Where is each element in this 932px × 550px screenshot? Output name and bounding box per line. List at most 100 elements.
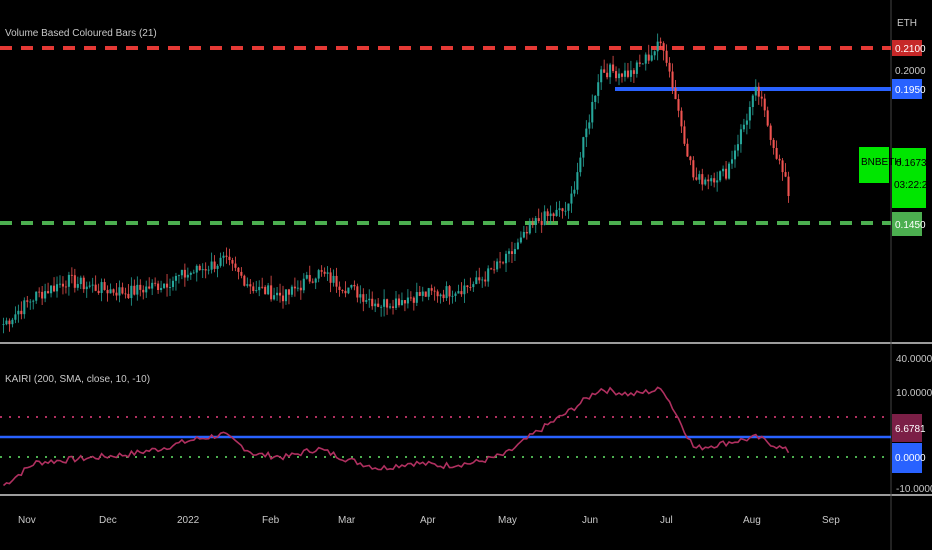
candle-body[interactable] xyxy=(418,292,421,296)
candle-body[interactable] xyxy=(389,306,392,308)
candle-body[interactable] xyxy=(76,284,79,288)
candle-body[interactable] xyxy=(332,275,335,283)
candle-body[interactable] xyxy=(26,300,29,302)
candle-body[interactable] xyxy=(362,294,365,302)
candle-body[interactable] xyxy=(350,284,353,288)
candle-body[interactable] xyxy=(276,292,279,296)
candle-body[interactable] xyxy=(692,160,695,178)
candle-body[interactable] xyxy=(766,110,769,126)
main-indicator-title[interactable]: Volume Based Coloured Bars (21) xyxy=(5,28,157,39)
candle-body[interactable] xyxy=(588,122,591,129)
candle-body[interactable] xyxy=(623,70,627,77)
candle-body[interactable] xyxy=(394,298,398,308)
candle-body[interactable] xyxy=(594,95,597,102)
candle-body[interactable] xyxy=(570,193,573,204)
candle-body[interactable] xyxy=(97,290,100,294)
candle-body[interactable] xyxy=(519,237,522,243)
candle-body[interactable] xyxy=(481,279,484,281)
candle-body[interactable] xyxy=(61,283,64,287)
candle-body[interactable] xyxy=(668,62,671,72)
candle-body[interactable] xyxy=(368,298,371,301)
candle-body[interactable] xyxy=(258,286,261,291)
candle-body[interactable] xyxy=(118,287,121,296)
candle-body[interactable] xyxy=(710,178,713,182)
candle-body[interactable] xyxy=(653,51,656,56)
candle-body[interactable] xyxy=(195,265,198,273)
candle-body[interactable] xyxy=(600,69,603,83)
candle-body[interactable] xyxy=(448,286,451,297)
candle-body[interactable] xyxy=(620,73,624,77)
candle-body[interactable] xyxy=(478,277,481,281)
candle-body[interactable] xyxy=(430,288,433,291)
candle-body[interactable] xyxy=(293,286,296,289)
candle-body[interactable] xyxy=(246,284,249,286)
candle-body[interactable] xyxy=(629,70,632,77)
candle-body[interactable] xyxy=(335,275,338,287)
candle-body[interactable] xyxy=(55,284,59,292)
candle-body[interactable] xyxy=(380,306,383,308)
candle-body[interactable] xyxy=(736,144,740,151)
candle-body[interactable] xyxy=(778,158,781,161)
candle-body[interactable] xyxy=(371,298,374,307)
candle-body[interactable] xyxy=(264,286,267,295)
candle-body[interactable] xyxy=(606,72,609,78)
candle-body[interactable] xyxy=(487,268,490,282)
candle-body[interactable] xyxy=(88,285,91,287)
candle-body[interactable] xyxy=(154,282,157,284)
candle-body[interactable] xyxy=(85,286,88,290)
candle-body[interactable] xyxy=(728,163,731,179)
candle-body[interactable] xyxy=(722,168,725,172)
candle-body[interactable] xyxy=(585,128,588,138)
candle-body[interactable] xyxy=(41,291,44,299)
candle-body[interactable] xyxy=(377,303,380,307)
candle-body[interactable] xyxy=(504,253,508,264)
candle-body[interactable] xyxy=(531,223,534,225)
candle-body[interactable] xyxy=(409,297,412,299)
candle-body[interactable] xyxy=(475,277,478,285)
candle-body[interactable] xyxy=(91,284,94,286)
candle-body[interactable] xyxy=(82,277,85,290)
candle-body[interactable] xyxy=(609,64,612,78)
candle-body[interactable] xyxy=(460,291,463,295)
candle-body[interactable] xyxy=(35,291,38,301)
candle-body[interactable] xyxy=(510,251,514,254)
candle-body[interactable] xyxy=(469,286,472,288)
candle-body[interactable] xyxy=(341,289,344,291)
candle-body[interactable] xyxy=(424,291,427,297)
candle-body[interactable] xyxy=(249,284,252,287)
candle-body[interactable] xyxy=(157,283,160,291)
candle-body[interactable] xyxy=(219,257,222,266)
candle-body[interactable] xyxy=(284,289,288,302)
candle-body[interactable] xyxy=(751,95,754,108)
candle-body[interactable] xyxy=(760,96,763,99)
candle-body[interactable] xyxy=(374,303,377,307)
candle-body[interactable] xyxy=(213,261,216,269)
candle-body[interactable] xyxy=(222,255,225,258)
candle-body[interactable] xyxy=(5,320,8,325)
candle-body[interactable] xyxy=(561,208,564,212)
candle-body[interactable] xyxy=(383,299,386,307)
candle-body[interactable] xyxy=(567,203,570,211)
candle-body[interactable] xyxy=(38,291,41,293)
candle-body[interactable] xyxy=(543,211,546,225)
candle-body[interactable] xyxy=(662,43,665,51)
candle-body[interactable] xyxy=(502,262,505,264)
candle-body[interactable] xyxy=(549,213,552,217)
candle-body[interactable] xyxy=(216,265,219,269)
candle-body[interactable] xyxy=(671,71,674,88)
candle-body[interactable] xyxy=(17,310,20,315)
candle-body[interactable] xyxy=(436,291,439,297)
candle-body[interactable] xyxy=(32,300,35,302)
candle-body[interactable] xyxy=(168,287,172,288)
candle-body[interactable] xyxy=(412,297,415,303)
candle-body[interactable] xyxy=(650,55,653,61)
candle-body[interactable] xyxy=(100,282,103,294)
candle-body[interactable] xyxy=(290,286,293,295)
candle-body[interactable] xyxy=(210,261,213,270)
candle-body[interactable] xyxy=(647,54,650,61)
candle-body[interactable] xyxy=(106,289,109,294)
candle-body[interactable] xyxy=(67,274,70,287)
candle-body[interactable] xyxy=(186,274,189,278)
candle-body[interactable] xyxy=(171,280,175,288)
